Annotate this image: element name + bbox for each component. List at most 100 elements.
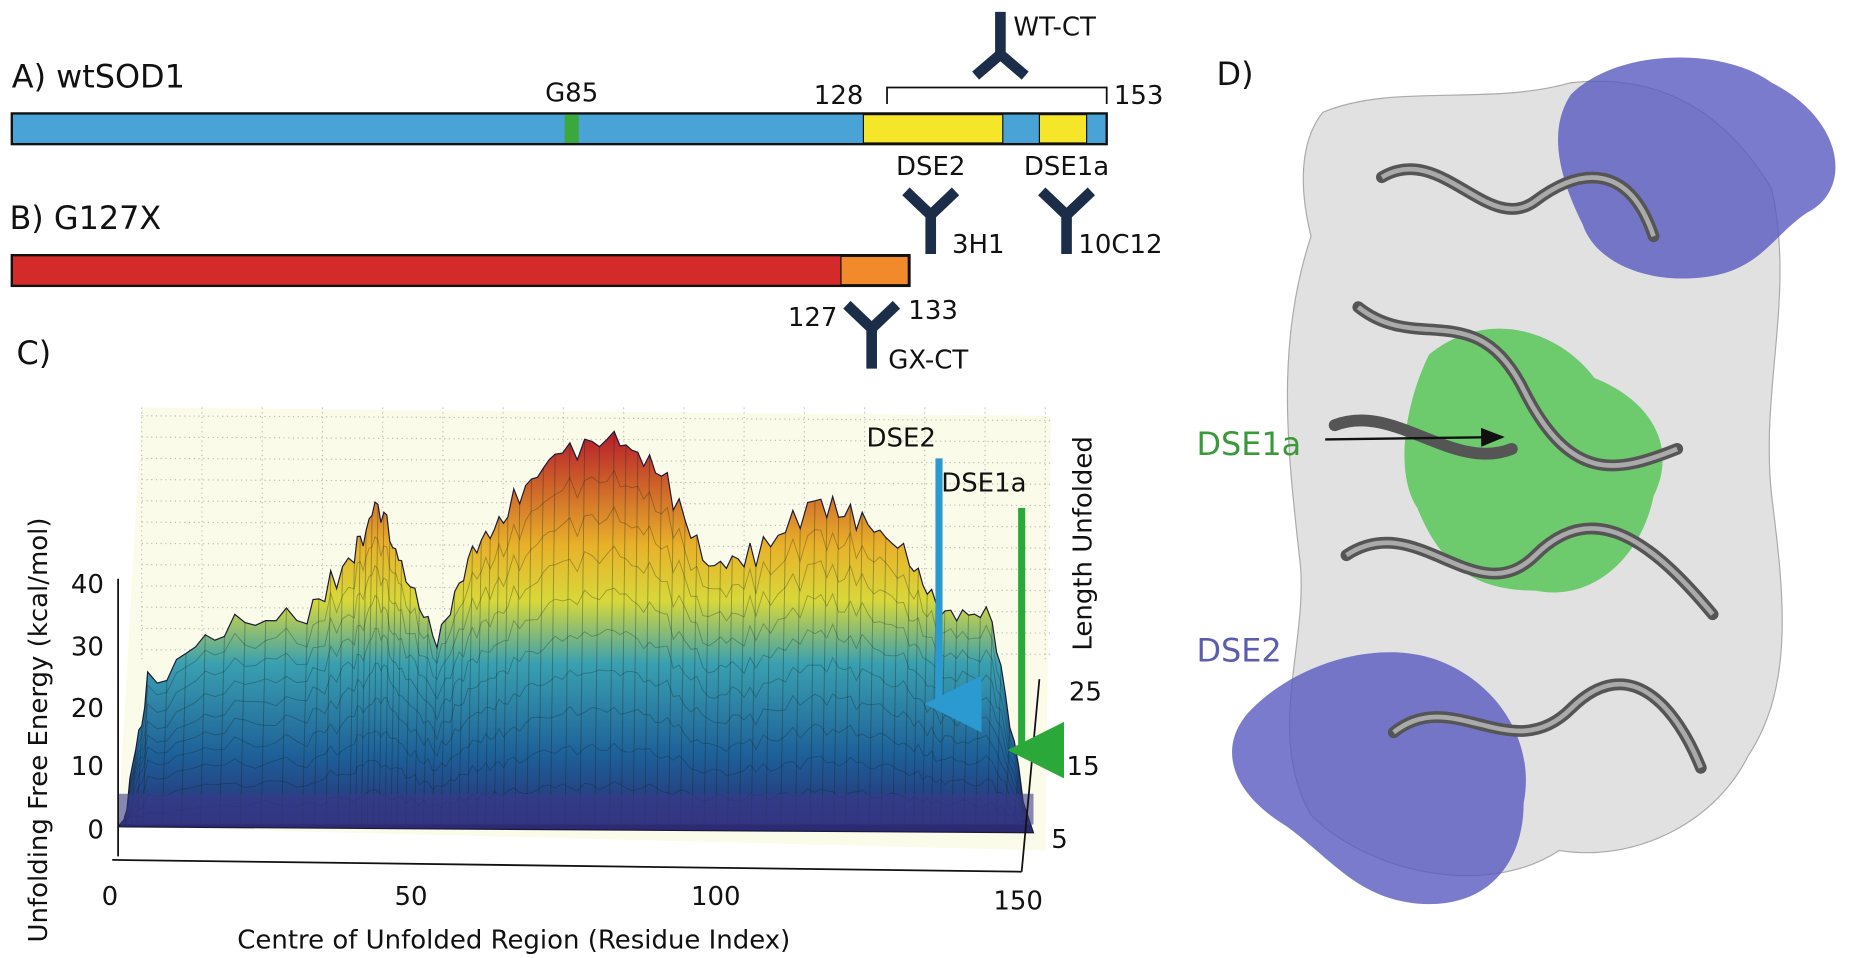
surface-mesh — [594, 446, 600, 825]
residue-label: 128 — [814, 81, 864, 111]
surface-mesh — [765, 546, 772, 825]
surface-mesh — [632, 452, 639, 825]
surface-mesh — [715, 561, 721, 825]
y-tick-label: 40 — [71, 570, 104, 600]
surface-mesh — [384, 541, 391, 825]
surface-mesh — [493, 516, 500, 825]
surface-mesh — [260, 620, 267, 825]
surface-mesh — [123, 705, 1028, 823]
z-tick-label: 5 — [1051, 825, 1068, 855]
surface-mesh — [200, 634, 206, 825]
y-tick-label: 20 — [71, 694, 104, 724]
surface-mesh — [514, 503, 521, 825]
surface-mesh — [904, 565, 910, 825]
surface-mesh — [821, 517, 828, 825]
surface-mesh — [913, 568, 919, 825]
arrow — [1325, 427, 1505, 447]
surface-mesh — [123, 742, 1028, 824]
surface-mesh — [656, 476, 662, 825]
surface-mesh — [809, 500, 816, 825]
surface-mesh — [892, 548, 899, 825]
residue-label: G85 — [545, 79, 598, 109]
y-tick-label: 30 — [71, 633, 104, 663]
surface-mesh — [123, 505, 1028, 818]
back-grid — [141, 521, 1052, 528]
back-grid — [141, 479, 1052, 485]
surface-mesh — [644, 454, 651, 825]
surface-mesh — [123, 469, 1028, 819]
antibody — [902, 187, 960, 254]
annotation: DSE1a — [941, 468, 1026, 498]
back-grid — [141, 542, 1052, 549]
panel-label: B) G127X — [9, 199, 161, 237]
back-grid — [141, 564, 1052, 570]
residue-label: 133 — [908, 296, 958, 326]
surface-mesh — [538, 468, 544, 825]
surface-mesh — [502, 516, 509, 825]
epitope-region — [1038, 114, 1088, 144]
surface-mesh — [313, 598, 320, 825]
ribbon — [1345, 166, 1715, 769]
surface-mesh — [239, 622, 246, 825]
surface-mesh — [526, 479, 532, 825]
dse2-region — [1558, 57, 1836, 279]
z-axis-title: Length Unfolded — [1068, 436, 1098, 650]
surface-mesh — [440, 619, 447, 825]
surface-mesh — [750, 566, 757, 825]
surface-mesh — [458, 580, 465, 825]
y-axis-title: Unfolding Free Energy (kcal/mol) — [24, 517, 54, 942]
antibody — [1038, 187, 1096, 254]
surface-mesh — [281, 607, 287, 825]
surface-mesh — [564, 442, 571, 825]
surface-mesh — [337, 566, 343, 825]
x-tick-label: 100 — [691, 882, 741, 912]
annotation: DSE2 — [866, 424, 935, 454]
protein-bar — [10, 253, 911, 288]
x-tick-label: 50 — [395, 882, 428, 912]
x-tick-label: 150 — [993, 887, 1043, 917]
surface-mesh — [845, 504, 851, 825]
back-grid — [141, 457, 1052, 464]
surface-mesh — [301, 623, 308, 825]
surface-mesh — [549, 454, 556, 825]
antibody-label: 3H1 — [952, 230, 1005, 260]
surface-mesh — [396, 560, 403, 825]
surface-mesh — [868, 532, 875, 825]
antibody — [843, 300, 901, 369]
surface-mesh — [668, 510, 674, 825]
surface-mesh — [349, 562, 355, 825]
surface-mesh — [123, 628, 1029, 826]
surface-mesh — [476, 540, 482, 825]
back-grid — [141, 436, 1052, 443]
energy-surface — [116, 430, 1035, 834]
surface-mesh — [378, 512, 385, 825]
residue-label: 153 — [1114, 81, 1164, 111]
surface-mesh — [366, 515, 373, 825]
back-grid — [141, 500, 1052, 507]
surface-mesh — [833, 517, 840, 825]
antibody-label: WT-CT — [1013, 12, 1096, 42]
surface-mesh — [579, 439, 586, 825]
dse2-region — [1232, 652, 1526, 905]
surface-mesh — [325, 570, 332, 825]
antibody-label: 10C12 — [1078, 230, 1162, 260]
surface-mesh — [727, 555, 733, 825]
protein-structure — [1232, 57, 1836, 905]
y-tick-label: 0 — [87, 816, 104, 846]
surface-mesh — [691, 534, 698, 825]
panel-label: A) wtSOD1 — [12, 57, 185, 95]
annotation: DSE2 — [1196, 631, 1281, 669]
surface-mesh — [123, 545, 1029, 820]
surface-mesh — [390, 548, 397, 825]
z-tick-label: 15 — [1067, 752, 1100, 782]
y-tick-label: 10 — [71, 752, 104, 782]
surface-mesh — [484, 538, 491, 825]
panel-label: C) — [17, 334, 52, 372]
x-axis — [112, 859, 1022, 873]
surface-mesh — [780, 532, 786, 825]
surface-mesh — [355, 536, 361, 825]
surface-mesh — [449, 591, 456, 825]
antibody-label: GX-CT — [888, 346, 968, 376]
surface-mesh — [738, 566, 745, 825]
surface-mesh — [857, 512, 863, 825]
